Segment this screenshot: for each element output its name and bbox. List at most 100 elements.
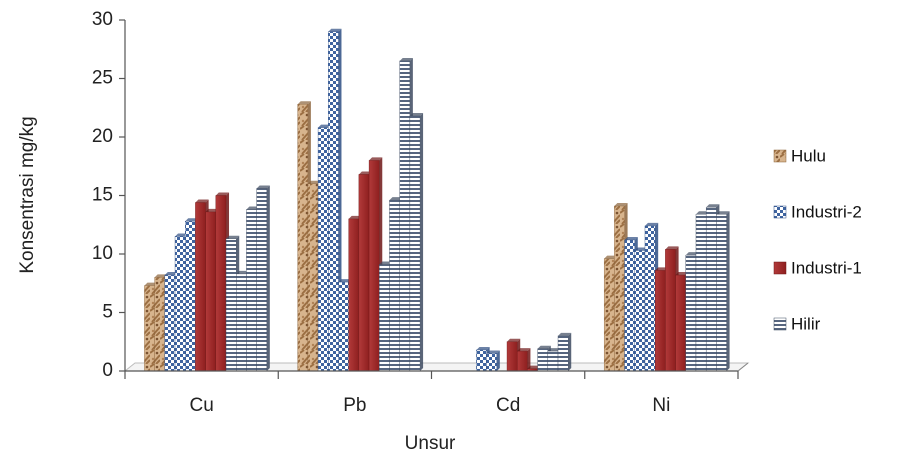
bar-front-face xyxy=(624,239,635,372)
bar-side-face xyxy=(568,332,572,371)
bar-front-face xyxy=(246,209,257,372)
bar-front-face xyxy=(399,60,411,372)
bar-cd-hilir-3 xyxy=(557,332,572,372)
x-tick-label: Cu xyxy=(189,395,213,416)
bar-top-face xyxy=(226,235,240,239)
x-tick-label: Cd xyxy=(496,395,520,416)
bar-top-face xyxy=(614,203,628,207)
legend-item-industri-1: Industri-1 xyxy=(773,258,862,277)
bar-top-face xyxy=(164,272,179,276)
bars-layer xyxy=(144,28,730,372)
bar-front-face xyxy=(317,127,329,372)
bar-front-face xyxy=(557,335,569,372)
legend-item-hulu: Hulu xyxy=(773,146,826,165)
y-tick-label: 25 xyxy=(92,68,113,89)
bar-front-face xyxy=(409,115,421,372)
bar-front-face xyxy=(654,270,666,372)
bar-pb-hilir-4 xyxy=(409,112,424,372)
bar-front-face xyxy=(144,285,155,372)
legend-swatch xyxy=(773,261,787,275)
bar-top-face xyxy=(716,211,730,215)
bar-top-face xyxy=(185,218,199,222)
bar-top-face xyxy=(527,365,541,369)
bar-cd-industri-2-2 xyxy=(486,350,500,372)
bar-top-face xyxy=(644,222,659,226)
bar-top-face xyxy=(195,199,209,203)
x-tick-label: Pb xyxy=(343,395,366,416)
bar-top-face xyxy=(205,208,219,212)
bar-top-face xyxy=(507,338,521,342)
bar-top-face xyxy=(537,345,551,349)
bar-front-face xyxy=(215,195,227,372)
bar-front-face xyxy=(506,341,518,372)
bar-front-face xyxy=(644,225,656,372)
legend: Hulu Industri-2 Industri-1 Hilir xyxy=(773,146,862,333)
y-tick-label: 15 xyxy=(92,185,113,206)
bar-top-face xyxy=(624,236,638,240)
bar-front-face xyxy=(338,281,349,372)
bar-ni-hilir-4 xyxy=(716,211,730,372)
legend-item-hilir: Hilir xyxy=(773,314,821,333)
bar-top-face xyxy=(685,252,699,256)
bar-top-face xyxy=(236,270,250,274)
bar-top-face xyxy=(175,233,189,237)
bar-front-face xyxy=(685,254,697,372)
bar-front-face xyxy=(174,236,186,372)
bar-front-face xyxy=(389,199,400,372)
bar-front-face xyxy=(547,350,559,372)
bar-front-face xyxy=(705,206,717,372)
bar-front-face xyxy=(675,274,686,372)
x-axis-title: Unsur xyxy=(405,433,456,454)
x-tick-label: Ni xyxy=(652,395,670,416)
legend-swatch xyxy=(773,149,787,163)
legend-label: Hilir xyxy=(791,314,821,333)
bar-front-face xyxy=(307,183,319,372)
bar-top-face xyxy=(486,350,500,354)
bar-top-face xyxy=(665,246,679,250)
bar-front-face xyxy=(154,277,166,372)
bar-side-face xyxy=(726,211,730,371)
x-axis-depth-edge xyxy=(737,362,749,372)
bar-top-face xyxy=(634,247,648,251)
bar-top-face xyxy=(144,282,158,286)
bar-front-face xyxy=(164,274,176,372)
bar-front-face xyxy=(205,211,217,372)
bar-top-face xyxy=(328,28,342,32)
bar-top-face xyxy=(379,261,393,265)
bar-top-face xyxy=(369,157,383,161)
bar-top-face xyxy=(547,348,562,352)
bar-front-face xyxy=(236,273,247,372)
bar-front-face xyxy=(225,238,237,372)
bar-top-face xyxy=(154,274,168,278)
bar-top-face xyxy=(604,255,618,259)
bar-top-face xyxy=(318,124,332,128)
bar-front-face xyxy=(328,31,339,372)
legend-swatch xyxy=(773,317,787,331)
y-tick-label: 30 xyxy=(92,9,113,30)
legend-item-industri-2: Industri-2 xyxy=(773,202,862,221)
bar-top-face xyxy=(246,206,260,210)
bar-front-face xyxy=(603,258,615,372)
bar-top-face xyxy=(695,211,710,215)
legend-swatch xyxy=(773,205,787,219)
bar-front-face xyxy=(537,348,549,372)
bar-side-face xyxy=(266,185,270,371)
bar-front-face xyxy=(358,174,370,372)
bar-top-face xyxy=(558,332,572,336)
bar-front-face xyxy=(716,214,727,372)
bar-top-face xyxy=(297,101,311,105)
y-tick-label: 5 xyxy=(102,302,113,323)
bar-front-face xyxy=(486,353,498,372)
bar-top-face xyxy=(358,171,373,175)
bar-side-face xyxy=(420,112,424,371)
bar-top-face xyxy=(675,272,689,276)
legend-label: Industri-1 xyxy=(791,258,862,277)
bar-front-face xyxy=(256,188,268,372)
y-tick-label: 0 xyxy=(102,360,113,381)
bar-front-face xyxy=(517,350,528,372)
bar-top-face xyxy=(348,215,362,219)
bar-top-face xyxy=(338,279,352,283)
bar-front-face xyxy=(634,250,646,372)
